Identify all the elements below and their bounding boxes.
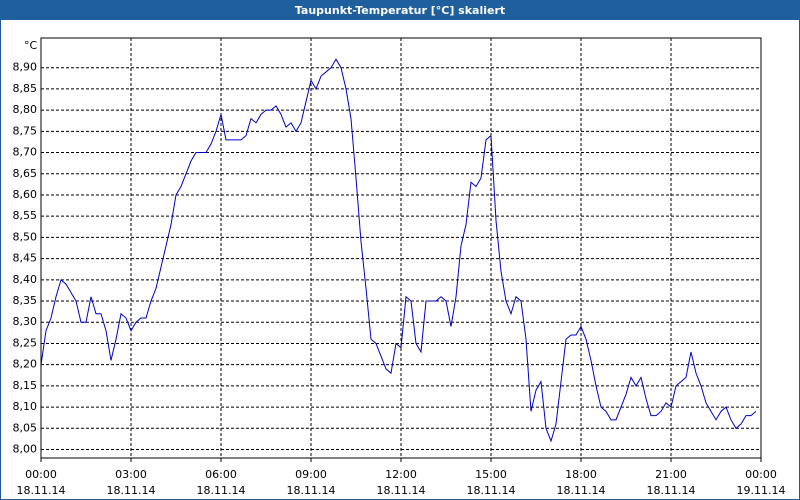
y-tick-label: 8,15: [13, 379, 38, 392]
x-tick-label: 00:00: [25, 468, 57, 481]
x-tick-label: 18:00: [565, 468, 597, 481]
y-tick-label: 8,90: [13, 61, 38, 74]
y-tick-label: 8,75: [13, 124, 38, 137]
y-tick-label: 8,70: [13, 146, 38, 159]
data-line: [40, 58, 757, 443]
title-bar: [0, 0, 800, 20]
x-tick-label: 03:00: [115, 468, 147, 481]
y-tick-label: 8,25: [13, 336, 38, 349]
plot-area: 8,00 8,05 8,10 8,15 8,20 8,25 8,30 8,35 8,40 8,45…: [13, 37, 786, 497]
y-tick-label: 8,65: [13, 167, 38, 180]
x-tick-date: 19.11.14: [737, 484, 786, 497]
x-tick-date: 18.11.14: [107, 484, 156, 497]
y-tick-label: 8,55: [13, 209, 38, 222]
y-tick-label: 8,80: [13, 103, 38, 116]
x-tick-date: 18.11.14: [557, 484, 606, 497]
plot-border: [40, 37, 762, 459]
y-tick-label: 8,30: [13, 315, 38, 328]
chart-title: Taupunkt-Temperatur [°C] skaliert: [295, 4, 505, 17]
y-tick-label: 8,45: [13, 252, 38, 265]
x-tick-label: 06:00: [205, 468, 237, 481]
x-tick-label: 15:00: [475, 468, 507, 481]
y-tick-label: 8,00: [13, 443, 38, 456]
x-tick-label: 12:00: [385, 468, 417, 481]
x-tick-date: 18.11.14: [377, 484, 426, 497]
x-tick-date: 18.11.14: [647, 484, 696, 497]
y-tick-label: 8,20: [13, 358, 38, 371]
x-tick-date: 18.11.14: [467, 484, 516, 497]
y-tick-label: 8,85: [13, 82, 38, 95]
x-tick-label: 09:00: [295, 468, 327, 481]
y-tick-label: 8,40: [13, 273, 38, 286]
x-tick-date: 18.11.14: [287, 484, 336, 497]
x-tick-date: 18.11.14: [17, 484, 66, 497]
y-tick-label: 8,35: [13, 294, 38, 307]
x-tick-date: 18.11.14: [197, 484, 246, 497]
y-tick-label: 8,50: [13, 230, 38, 243]
x-tick-label: 21:00: [655, 468, 687, 481]
y-tick-label: 8,60: [13, 188, 38, 201]
y-axis-label: °C: [24, 39, 38, 52]
y-tick-label: 8,10: [13, 400, 38, 413]
x-tick-label: 00:00: [745, 468, 777, 481]
y-tick-label: 8,05: [13, 421, 38, 434]
